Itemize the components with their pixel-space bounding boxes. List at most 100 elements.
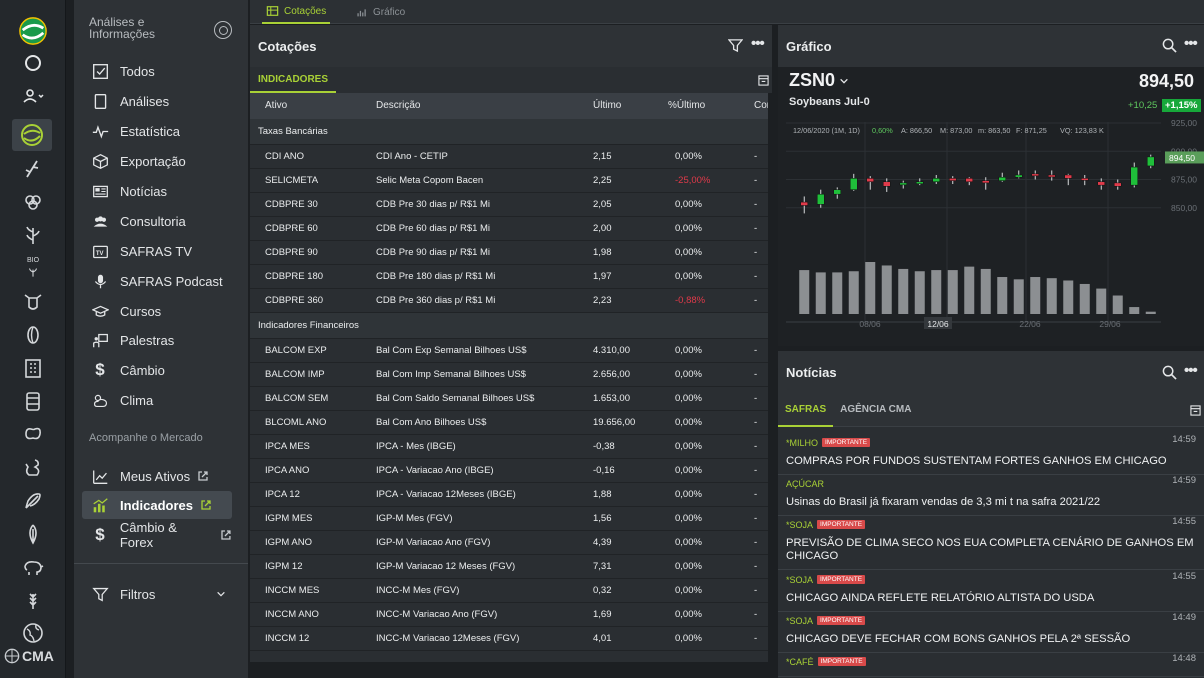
col-pct-ultimo[interactable]: %Último — [668, 100, 706, 111]
table-row[interactable]: INCCM 12 INCC-M Variacao 12Meses (FGV) 4,0… — [250, 627, 772, 651]
settings-icon[interactable] — [214, 21, 232, 39]
table-row[interactable]: BALCOM SEM Bal Com Saldo Semanal Bilhoes … — [250, 387, 772, 411]
table-row[interactable]: SELICMETA Selic Meta Copom Bacen 2,25 -25,0… — [250, 169, 772, 193]
cell: CDB Pre 60 dias p/ R$1 Mi — [376, 223, 491, 234]
table-row[interactable]: CDI ANO CDI Ano - CETIP 2,15 0,00% - — [250, 145, 772, 169]
table-row[interactable]: IPCA 12 IPCA - Variacao 12Meses (IBGE) 1,8… — [250, 483, 772, 507]
scrollbar[interactable] — [768, 93, 772, 662]
subtab-safras[interactable]: SAFRAS — [778, 393, 834, 427]
table-row[interactable]: CDBPRE 30 CDB Pre 30 dias p/ R$1 Mi 2,05 0,… — [250, 193, 772, 217]
corn-icon[interactable] — [18, 488, 48, 514]
menu-item-indicadores[interactable]: Indicadores — [82, 491, 232, 519]
table-row[interactable]: IPCA MES IPCA - Mes (IBGE) -0,38 0,00% - — [250, 435, 772, 459]
table-row[interactable]: BLCOML ANO Bal Com Ano Bilhoes US$ 19.656,… — [250, 411, 772, 435]
table-row[interactable]: INCCM MES INCC-M Mes (FGV) 0,32 0,00% - — [250, 579, 772, 603]
table-row[interactable]: CDBPRE 60 CDB Pre 60 dias p/ R$1 Mi 2,00 0,… — [250, 217, 772, 241]
menu-item-meus-ativos[interactable]: Meus Ativos — [82, 462, 232, 490]
table-row[interactable]: CDBPRE 180 CDB Pre 180 dias p/ R$1 Mi 1,97… — [250, 265, 772, 289]
cotton-icon[interactable] — [18, 189, 48, 215]
peanut-icon[interactable] — [18, 421, 48, 447]
table-row[interactable]: CDBPRE 90 CDB Pre 90 dias p/ R$1 Mi 1,98 0,… — [250, 241, 772, 265]
news-item[interactable]: *MILHO IMPORTANTE 14:59 COMPRAS POR FUNDOS … — [778, 427, 1204, 475]
news-category: *SOJA — [786, 575, 814, 585]
chicken-icon[interactable] — [18, 455, 48, 481]
sugarcane-icon[interactable] — [18, 156, 48, 182]
pig-icon[interactable] — [18, 554, 48, 580]
table-row[interactable]: INCCM ANO INCC-M Variacao Ano (FGV) 1,69 0,… — [250, 603, 772, 627]
building-icon[interactable] — [18, 355, 48, 381]
safras-module-icon[interactable] — [12, 119, 52, 151]
candle-body — [1064, 174, 1072, 179]
cell: - — [754, 513, 758, 524]
cell: CDB Pre 180 dias p/ R$1 Mi — [376, 271, 496, 282]
biofuel-icon[interactable]: BIO — [18, 255, 48, 281]
status-circle-icon[interactable] — [18, 50, 48, 76]
subtab-indicadores[interactable]: INDICADORES — [250, 67, 337, 93]
col-ativo[interactable]: Ativo — [265, 100, 288, 111]
archive-icon[interactable] — [1190, 405, 1201, 416]
news-item[interactable]: *SOJA IMPORTANTE 14:55 PREVISÃO DE CLIMA SE… — [778, 509, 1204, 570]
last-price: 894,50 — [1138, 71, 1194, 91]
subtab-agencia-cma[interactable]: AGÊNCIA CMA — [840, 403, 912, 415]
table-row[interactable]: IGPM 12 IGP-M Variacao 12 Meses (FGV) 7,31… — [250, 555, 772, 579]
news-item[interactable]: *SOJA IMPORTANTE 14:55 CHICAGO AINDA REFLET… — [778, 564, 1204, 612]
menu-item-safras-podcast[interactable]: SAFRAS Podcast — [82, 267, 232, 295]
menu-item-analises[interactable]: Análises — [82, 87, 232, 115]
table-row[interactable]: CDBPRE 360 CDB Pre 360 dias p/ R$1 Mi 2,23… — [250, 289, 772, 313]
price-chart[interactable]: 925,00 900,00 875,00 850,00 894,50 08/06 12/0… — [778, 118, 1204, 346]
news-item[interactable]: *SOJA IMPORTANTE 14:49 CHICAGO DEVE FECHAR … — [778, 605, 1204, 653]
menu-item-estatistica[interactable]: Estatística — [82, 117, 232, 145]
table-row[interactable]: BALCOM IMP Bal Com Imp Semanal Bilhoes US… — [250, 363, 772, 387]
app-logo-icon[interactable] — [18, 14, 48, 48]
cattle-icon[interactable] — [18, 289, 48, 315]
menu-item-cambio[interactable]: $ Câmbio — [82, 356, 232, 384]
cell: 0,00% — [675, 247, 702, 258]
table-row[interactable]: IGPM ANO IGP-M Variacao Ano (FGV) 4,39 0,00… — [250, 531, 772, 555]
table-row[interactable]: IPCA ANO IPCA - Variacao Ano (IBGE) -0,16 0… — [250, 459, 772, 483]
external-link-icon — [221, 530, 231, 540]
menu-item-safras-tv[interactable]: TV SAFRAS TV — [82, 237, 232, 265]
search-icon[interactable] — [1162, 38, 1177, 53]
tab-grafico[interactable]: Gráfico — [356, 0, 405, 24]
col-con[interactable]: Con — [754, 100, 772, 111]
leaf-icon[interactable] — [18, 521, 48, 547]
table-row[interactable]: IGPM MES IGP-M Mes (FGV) 1,56 0,00% - — [250, 507, 772, 531]
x-tick-label: 12/06 — [927, 319, 949, 329]
menu-item-palestras[interactable]: Palestras — [82, 326, 232, 354]
news-meta: *SOJA IMPORTANTE — [786, 515, 1196, 533]
wheat-icon[interactable] — [18, 587, 48, 613]
more-options-icon[interactable]: ••• — [1184, 35, 1198, 52]
col-ultimo[interactable]: Último — [593, 100, 622, 111]
menu-item-clima[interactable]: Clima — [82, 386, 232, 414]
more-options-icon[interactable]: ••• — [1184, 362, 1198, 379]
menu-item-cursos[interactable]: Cursos — [82, 297, 232, 325]
col-descricao[interactable]: Descrição — [376, 100, 421, 111]
menu-item-noticias[interactable]: Notícias — [82, 177, 232, 205]
menu-item-consultoria[interactable]: Consultoria — [82, 207, 232, 235]
more-options-icon[interactable]: ••• — [751, 35, 765, 52]
chart-info-text: M: 873,00 — [940, 126, 972, 135]
coffee-plant-icon[interactable] — [18, 222, 48, 248]
candle-body — [800, 201, 808, 206]
tab-cotacoes[interactable]: Cotações — [262, 0, 331, 24]
filter-icon[interactable] — [728, 38, 743, 53]
globe-icon[interactable] — [18, 620, 48, 646]
cell: IPCA ANO — [265, 465, 310, 476]
table-row[interactable]: BALCOM EXP Bal Com Exp Semanal Bilhoes US… — [250, 339, 772, 363]
news-item[interactable]: *CAFÉ IMPORTANTE 14:48 — [778, 646, 1204, 677]
coffee-bean-icon[interactable] — [18, 322, 48, 348]
filtros-toggle[interactable]: Filtros — [82, 580, 232, 608]
user-menu-icon[interactable] — [18, 83, 48, 109]
sack-icon[interactable] — [18, 388, 48, 414]
menu-item-cambio-forex[interactable]: $ Câmbio & Forex — [82, 520, 232, 550]
archive-icon[interactable] — [758, 75, 769, 86]
chart-line-icon — [90, 466, 110, 486]
news-title: CHICAGO DEVE FECHAR COM BONS GANHOS PELA… — [786, 633, 1131, 645]
chevron-down-icon — [217, 591, 225, 597]
search-icon[interactable] — [1162, 365, 1177, 380]
menu-item-exportacao[interactable]: Exportação — [82, 147, 232, 175]
news-item[interactable]: AÇÚCAR 14:59 Usinas do Brasil já fixaram v… — [778, 468, 1204, 516]
symbol-selector[interactable]: ZSN0 — [789, 70, 849, 91]
menu-item-todos[interactable]: Todos — [82, 57, 232, 85]
cell: - — [754, 465, 758, 476]
